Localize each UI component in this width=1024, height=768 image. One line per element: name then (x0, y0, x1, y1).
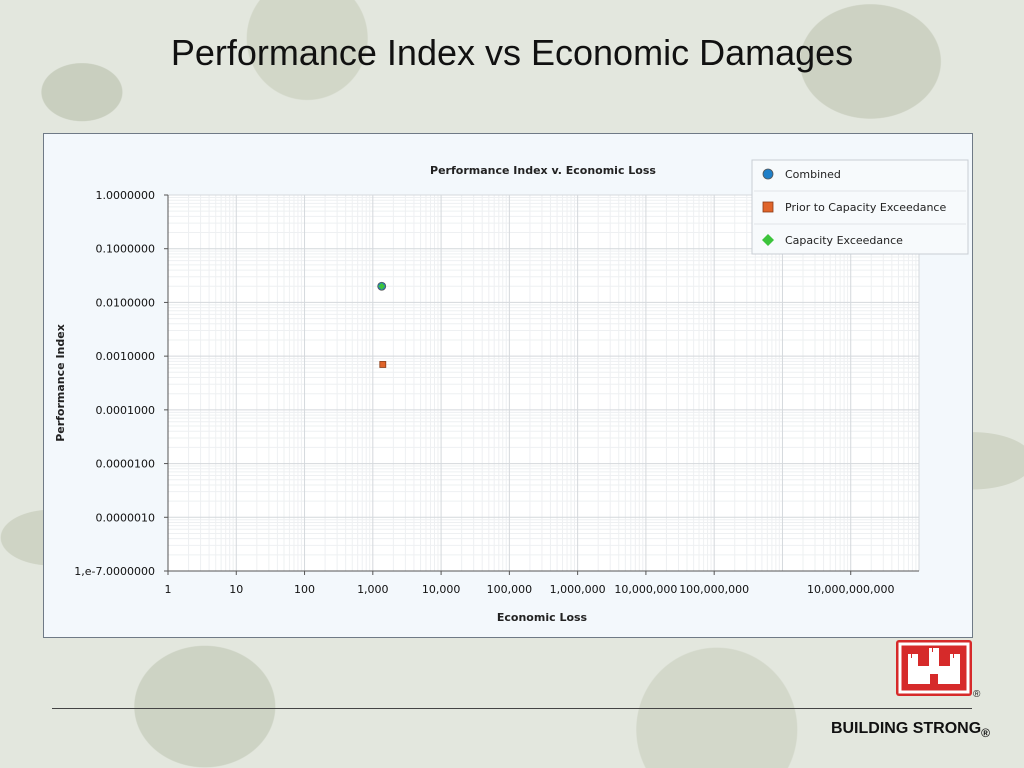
legend-label: Capacity Exceedance (785, 234, 903, 247)
legend-marker-square (762, 201, 774, 213)
y-tick-label: 0.0001000 (96, 404, 156, 417)
y-tick-label: 0.0100000 (96, 296, 156, 309)
x-axis-title: Economic Loss (497, 611, 588, 624)
y-tick-label: 0.0000100 (96, 458, 156, 471)
x-tick-label: 100,000,000 (679, 583, 749, 596)
chart-svg: 1 10 100 1,000 10,000 100,000 1,000,000 10,000,… (54, 159, 969, 624)
legend-label: Prior to Capacity Exceedance (785, 201, 946, 214)
chart-panel: 1 10 100 1,000 10,000 100,000 1,000,000 10,000,… (43, 133, 973, 638)
x-tick-label: 1,000 (357, 583, 389, 596)
footer-slogan: BUILDING STRONG® (831, 720, 990, 740)
x-tick-label: 100,000 (487, 583, 533, 596)
x-tick-label: 1 (165, 583, 172, 596)
y-tick-label: 0.1000000 (96, 243, 156, 256)
castle-logo (896, 640, 972, 696)
data-point-diamond (378, 282, 386, 290)
legend-marker-circle (762, 168, 774, 180)
y-tick-label: 1.0000000 (96, 189, 156, 202)
x-tick-label: 10 (229, 583, 243, 596)
footer-text: BUILDING STRONG (830, 720, 982, 737)
legend-label: Combined (785, 168, 841, 181)
y-tick-label: 0.0010000 (96, 350, 156, 363)
y-axis-title: Performance Index (54, 324, 67, 442)
footer-divider (52, 708, 972, 709)
logo-registered-mark: ® (973, 689, 981, 700)
x-tick-label: 100 (294, 583, 315, 596)
x-tick-label: 10,000,000 (614, 583, 677, 596)
legend-marker-diamond (762, 234, 774, 246)
x-tick-label: 10,000,000,000 (807, 583, 894, 596)
x-tick-label: 1,000,000 (550, 583, 606, 596)
data-point-square (379, 361, 387, 368)
castle-icon (898, 642, 970, 694)
footer-registered-mark: ® (981, 726, 990, 741)
plot-area (168, 195, 919, 571)
y-tick-label: 1,e-7.0000000 (74, 565, 155, 578)
x-tick-label: 10,000 (422, 583, 461, 596)
y-tick-label: 0.0000010 (96, 511, 156, 524)
legend-box (751, 159, 969, 255)
page-title: Performance Index vs Economic Damages (170, 32, 854, 73)
chart-title: Performance Index v. Economic Loss (430, 164, 656, 177)
